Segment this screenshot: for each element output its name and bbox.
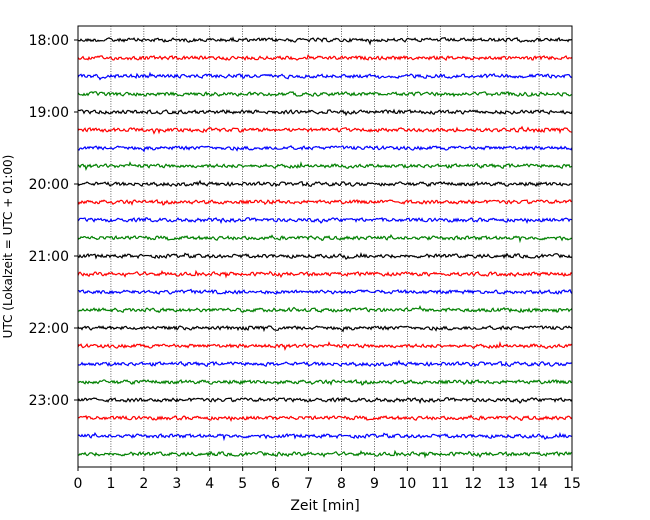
y-tick-label-2: 19:00 [29, 105, 69, 121]
y-tick-label-1: 18:00 [29, 33, 69, 49]
x-tick-label-11: 11 [431, 476, 449, 492]
y-tick-label-5: 22:00 [29, 321, 69, 337]
trace-line-21 [77, 397, 573, 405]
seismic-traces [77, 36, 573, 459]
trace-line-11 [77, 217, 573, 225]
trace-line-7 [77, 145, 573, 153]
trace-line-13 [77, 251, 573, 260]
y-tick-label-4: 21:00 [29, 249, 69, 265]
x-tick-label-6: 6 [271, 476, 280, 492]
plot-frame [77, 25, 573, 468]
trace-line-8 [77, 160, 573, 171]
trace-line-9 [77, 179, 573, 188]
x-tick-label-8: 8 [337, 476, 346, 492]
trace-line-4 [77, 91, 573, 98]
x-tick-label-14: 14 [530, 476, 548, 492]
trace-line-6 [77, 125, 573, 135]
y-tick-label-3: 20:00 [29, 177, 69, 193]
x-tick-label-12: 12 [464, 476, 482, 492]
trace-line-23 [77, 431, 573, 442]
trace-line-19 [77, 359, 573, 368]
y-axis-ticks: 18:00 19:00 20:00 21:00 22:00 23:00 [29, 33, 78, 409]
x-tick-label-3: 3 [172, 476, 181, 492]
trace-line-16 [77, 304, 573, 314]
trace-line-24 [77, 449, 573, 459]
y-axis-label: UTC (Lokalzeit = UTC + 01:00) [1, 155, 15, 339]
x-tick-label-1: 1 [106, 476, 115, 492]
x-tick-label-2: 2 [139, 476, 148, 492]
trace-line-17 [77, 325, 573, 333]
x-tick-label-4: 4 [205, 476, 214, 492]
trace-line-22 [77, 414, 573, 423]
y-tick-label-6: 23:00 [29, 393, 69, 409]
trace-line-5 [77, 108, 573, 117]
x-tick-label-7: 7 [304, 476, 313, 492]
grid-lines [110, 26, 540, 467]
x-tick-label-0: 0 [74, 476, 83, 492]
trace-line-18 [77, 340, 573, 351]
trace-line-10 [77, 199, 573, 206]
trace-line-14 [77, 269, 573, 279]
x-tick-label-10: 10 [398, 476, 416, 492]
trace-line-20 [77, 379, 573, 386]
x-axis-ticks: 0 1 2 3 4 5 6 7 8 9 10 11 12 13 14 15 [74, 467, 581, 492]
x-axis-label: Zeit [min] [290, 498, 359, 514]
trace-line-12 [77, 234, 573, 244]
trace-line-1 [77, 36, 573, 46]
x-tick-label-15: 15 [563, 476, 581, 492]
trace-line-15 [77, 288, 573, 295]
trace-line-3 [77, 71, 573, 81]
trace-line-2 [77, 54, 573, 61]
x-tick-label-5: 5 [238, 476, 247, 492]
x-tick-label-13: 13 [497, 476, 515, 492]
x-tick-label-9: 9 [370, 476, 379, 492]
